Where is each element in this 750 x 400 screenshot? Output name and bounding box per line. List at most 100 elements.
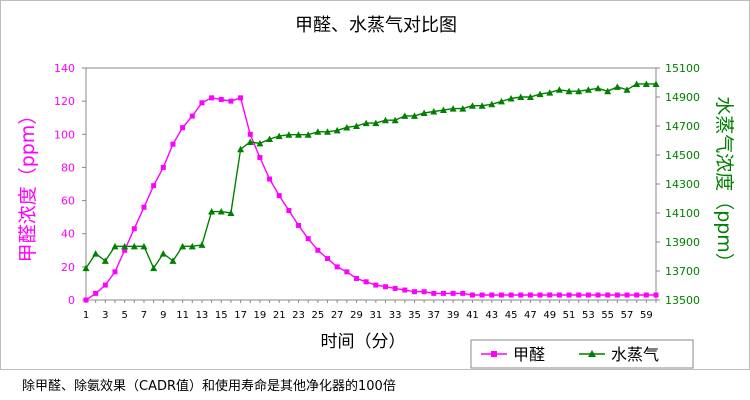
right-tick-label: 14300	[665, 178, 700, 191]
x-tick-label: 9	[160, 310, 166, 321]
data-point-formaldehyde	[527, 292, 533, 298]
left-tick-label: 100	[54, 128, 75, 141]
x-tick-label: 33	[389, 310, 402, 321]
right-tick-label: 14700	[665, 120, 700, 133]
data-point-formaldehyde	[556, 292, 562, 298]
data-point-water-vapor	[449, 105, 457, 112]
legend-label-formaldehyde: 甲醛	[513, 345, 545, 364]
x-tick-label: 27	[331, 310, 344, 321]
data-point-water-vapor	[256, 139, 264, 147]
data-point-formaldehyde	[605, 292, 611, 298]
data-point-formaldehyde	[624, 292, 630, 298]
data-point-formaldehyde	[382, 284, 388, 290]
left-tick-label: 40	[61, 228, 75, 241]
data-point-water-vapor	[372, 119, 380, 127]
left-tick-label: 140	[54, 62, 75, 75]
data-point-water-vapor	[275, 132, 283, 140]
data-point-water-vapor	[246, 138, 254, 145]
data-point-water-vapor	[101, 257, 109, 264]
data-point-formaldehyde	[189, 113, 195, 119]
x-tick-label: 25	[311, 310, 324, 321]
data-point-formaldehyde	[431, 290, 437, 296]
x-tick-label: 15	[215, 310, 228, 321]
data-point-water-vapor	[82, 264, 90, 272]
data-point-formaldehyde	[228, 98, 234, 104]
data-point-formaldehyde	[199, 100, 205, 106]
data-point-water-vapor	[140, 242, 148, 250]
x-tick-label: 23	[292, 310, 305, 321]
data-point-water-vapor	[652, 80, 660, 87]
x-tick-label: 3	[102, 310, 108, 321]
data-point-water-vapor	[507, 94, 515, 102]
legend-box	[470, 339, 694, 369]
left-tick-label: 120	[54, 95, 75, 108]
data-point-water-vapor	[179, 242, 187, 250]
left-axis-ticks: 0 20 40 60 80 100 120 140	[54, 62, 86, 307]
data-point-formaldehyde	[209, 95, 215, 101]
data-point-formaldehyde	[479, 292, 485, 298]
data-point-formaldehyde	[93, 290, 99, 296]
data-point-water-vapor	[237, 145, 245, 153]
data-point-formaldehyde	[460, 290, 466, 296]
data-point-formaldehyde	[373, 282, 379, 288]
data-point-water-vapor	[546, 89, 554, 96]
data-point-water-vapor	[169, 257, 177, 264]
data-point-formaldehyde	[122, 247, 128, 253]
left-tick-label: 60	[61, 195, 75, 208]
right-tick-label: 14100	[665, 207, 700, 220]
right-axis-label: 水蒸气浓度（ppm）	[713, 96, 735, 272]
x-tick-label: 21	[273, 310, 286, 321]
left-tick-label: 20	[61, 261, 75, 274]
data-point-formaldehyde	[518, 292, 524, 298]
data-point-formaldehyde	[238, 95, 244, 101]
data-point-water-vapor	[333, 126, 341, 134]
chart-title: 甲醛、水蒸气对比图	[295, 15, 457, 36]
data-point-water-vapor	[381, 116, 389, 124]
data-point-water-vapor	[623, 86, 631, 93]
x-tick-label: 35	[408, 310, 421, 321]
x-tick-label: 49	[543, 310, 556, 321]
data-point-water-vapor	[604, 87, 612, 95]
data-point-water-vapor	[150, 264, 158, 272]
x-tick-label: 37	[427, 310, 440, 321]
data-point-water-vapor	[468, 102, 476, 109]
data-point-formaldehyde	[296, 222, 302, 228]
data-point-water-vapor	[285, 131, 293, 138]
data-point-water-vapor	[555, 86, 563, 93]
data-point-water-vapor	[304, 131, 312, 138]
plot-area	[85, 67, 657, 301]
x-tick-label: 19	[254, 310, 267, 321]
data-point-formaldehyde	[614, 292, 620, 298]
data-point-formaldehyde	[325, 256, 331, 262]
x-tick-label: 59	[640, 310, 653, 321]
data-point-formaldehyde	[537, 292, 543, 298]
left-tick-label: 80	[61, 161, 75, 174]
data-point-formaldehyde	[170, 141, 176, 147]
data-point-formaldehyde	[218, 96, 224, 102]
data-point-formaldehyde	[160, 164, 166, 170]
data-point-water-vapor	[295, 131, 303, 138]
data-point-water-vapor	[497, 97, 505, 105]
data-point-formaldehyde	[286, 208, 292, 214]
legend: 甲醛 水蒸气	[470, 339, 694, 369]
x-tick-label: 55	[601, 310, 614, 321]
data-point-water-vapor	[343, 123, 351, 131]
data-point-formaldehyde	[402, 287, 408, 293]
x-tick-label: 29	[350, 310, 363, 321]
x-tick-label: 51	[563, 310, 576, 321]
data-point-water-vapor	[584, 86, 592, 93]
data-point-water-vapor	[565, 87, 573, 95]
x-tick-label: 39	[447, 310, 460, 321]
data-point-water-vapor	[391, 116, 399, 124]
data-point-formaldehyde	[315, 247, 321, 253]
data-point-formaldehyde	[653, 292, 659, 298]
x-tick-label: 17	[234, 310, 247, 321]
data-point-water-vapor	[633, 80, 641, 87]
data-point-water-vapor	[159, 250, 167, 257]
data-point-water-vapor	[227, 209, 235, 216]
series-layer	[82, 80, 660, 303]
chart-frame: 甲醛、水蒸气对比图 0 20 40 60 80 100 120 140 13500 13700 1…	[0, 0, 750, 370]
right-tick-label: 14500	[665, 149, 700, 162]
data-point-formaldehyde	[180, 125, 186, 131]
